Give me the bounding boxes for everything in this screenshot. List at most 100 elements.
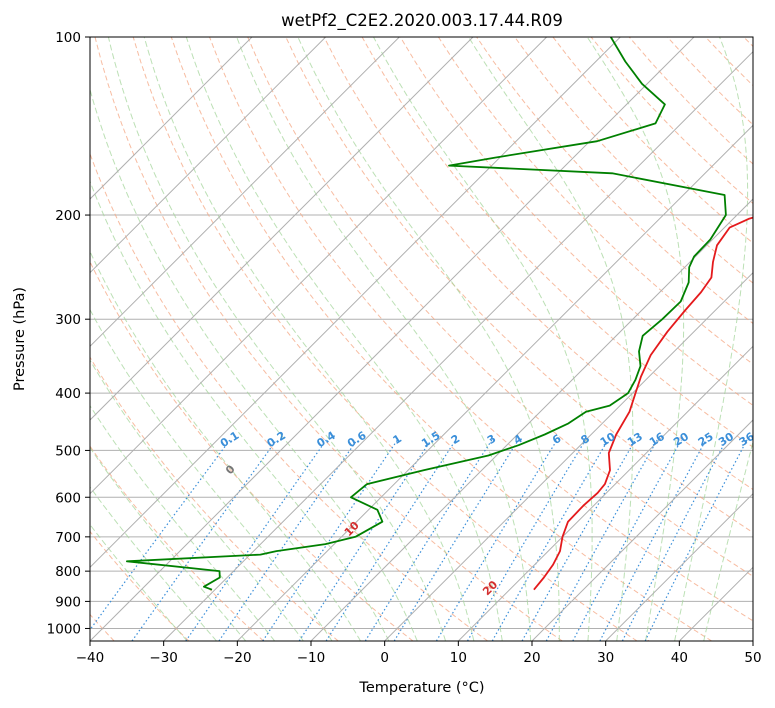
x-tick-label: 10 [450, 650, 467, 666]
dry-adiabat [743, 37, 753, 48]
mixing-ratio-label: 20 [671, 430, 691, 449]
isotherm-line [605, 492, 753, 641]
mixing-ratio-label: 13 [625, 430, 645, 449]
moist-adiabat [373, 37, 593, 641]
mixing-ratio-line [298, 439, 432, 641]
dry-adiabat [90, 152, 488, 641]
isotherm-line [457, 345, 753, 641]
grid-lines [90, 37, 753, 629]
y-axis-label: Pressure (hPa) [12, 287, 28, 391]
dry-adiabat [94, 37, 563, 641]
y-tick-label: 200 [55, 208, 81, 224]
isotherm-line [531, 419, 753, 641]
isotherm-line [90, 37, 621, 569]
moist-adiabat [297, 37, 560, 641]
dry-adiabat [361, 37, 753, 448]
mixing-ratio-label: 1 [391, 432, 404, 447]
mixing-ratio-line [545, 439, 658, 641]
moist-adiabat [90, 446, 247, 641]
mixing-ratio-lines [90, 439, 748, 641]
mixing-ratio-line [185, 439, 327, 641]
dewpoint-profile-line [126, 37, 727, 591]
dry-adiabat [590, 37, 753, 205]
dry-adiabat-label: 20 [480, 578, 500, 598]
y-tick-label: 1000 [47, 621, 81, 637]
temperature-profile-line [533, 216, 753, 591]
mixing-ratio-label: 25 [696, 430, 716, 449]
moist-adiabat [674, 37, 749, 641]
moist-adiabat [185, 37, 503, 641]
dry-adiabat [667, 37, 753, 126]
x-tick-label: −20 [223, 650, 252, 666]
mixing-ratio-line [521, 439, 636, 641]
moist-adiabat [90, 180, 390, 641]
x-axis: −40 −30 −20 −10 0 10 20 30 40 50 [76, 641, 762, 666]
moist-adiabat [90, 404, 275, 641]
mixing-ratio-line [364, 439, 493, 641]
dry-adiabat [323, 37, 753, 491]
moist-adiabat [90, 87, 418, 641]
moist-adiabats [90, 37, 753, 641]
x-tick-label: −10 [297, 650, 326, 666]
x-tick-label: 30 [597, 650, 614, 666]
skewed-isotherms [90, 37, 753, 641]
mixing-ratio-label: 2 [449, 432, 462, 447]
isotherm-line [90, 37, 695, 641]
mixing-ratio-line [435, 439, 558, 641]
plot-frame [89, 36, 754, 642]
dry-adiabat [90, 530, 190, 641]
mixing-ratio-line [599, 439, 707, 641]
isotherm-line [90, 37, 400, 348]
mixing-ratio-label: 1.5 [419, 429, 442, 450]
isotherm-line [90, 37, 253, 200]
moist-adiabat [90, 359, 304, 641]
y-tick-label: 800 [55, 564, 81, 580]
y-tick-label: 700 [55, 530, 81, 546]
chart-title: wetPf2_C2E2.2020.003.17.44.R09 [281, 11, 563, 31]
dry-adiabat-label: 30 [637, 637, 657, 657]
isotherm-line [90, 37, 548, 495]
dry-adiabat [437, 37, 753, 365]
mixing-ratio-line [572, 439, 682, 641]
isotherm-line [90, 37, 474, 421]
dry-adiabat [399, 37, 753, 407]
dry-adiabat [170, 37, 712, 641]
mixing-ratio-line [262, 439, 399, 641]
moist-adiabat [90, 486, 217, 641]
mixing-ratio-label: 4 [511, 432, 525, 447]
dry-adiabat [552, 37, 753, 244]
dry-adiabat [132, 37, 638, 641]
mixing-ratio-label: 0.4 [314, 429, 338, 451]
isotherm-line [310, 198, 753, 641]
moist-adiabat [468, 37, 634, 641]
data-series [126, 37, 753, 591]
dry-adiabat [90, 260, 414, 641]
moist-adiabat [703, 439, 753, 641]
moist-adiabat [143, 37, 475, 641]
x-tick-label: 20 [523, 650, 540, 666]
moist-adiabat [586, 37, 685, 641]
y-axis: 100 200 300 400 500 600 700 800 900 1000 [47, 30, 90, 637]
x-axis-label: Temperature (°C) [358, 680, 484, 696]
dry-adiabat [476, 37, 753, 325]
moist-adiabat [90, 250, 362, 641]
y-tick-label: 900 [55, 594, 81, 610]
x-tick-label: −40 [76, 650, 105, 666]
mixing-ratio-label: 6 [550, 432, 564, 447]
y-tick-label: 400 [55, 386, 81, 402]
mixing-ratio-line [218, 439, 358, 641]
x-tick-label: 40 [671, 650, 688, 666]
mixing-ratio-label: 30 [716, 430, 736, 449]
dry-adiabat [247, 37, 753, 577]
y-tick-label: 300 [55, 312, 81, 328]
dry-adiabat [209, 37, 753, 622]
x-tick-label: 50 [744, 650, 761, 666]
mixing-ratio-line [466, 439, 587, 641]
mixing-ratio-label: 10 [598, 430, 618, 449]
mixing-ratio-line [491, 439, 609, 641]
dry-adiabat [514, 37, 753, 284]
isotherm-line [384, 271, 753, 641]
dry-adiabat [705, 37, 753, 87]
